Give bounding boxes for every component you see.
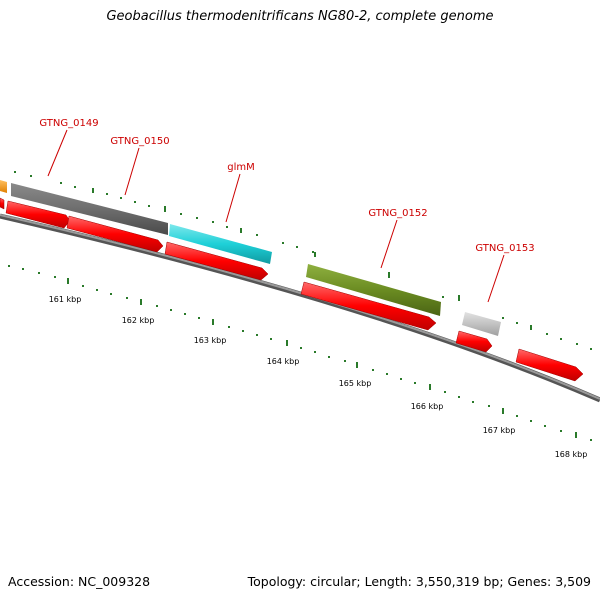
cds-features (0, 197, 584, 382)
accession-text: Accession: NC_009328 (8, 574, 151, 589)
scale-label-165: 165 kbp (339, 379, 372, 388)
cds-arrow-1[interactable] (5, 200, 71, 229)
scale-label-163: 163 kbp (194, 336, 227, 345)
scale-labels: 161 kbp 162 kbp 163 kbp 164 kbp 165 kbp … (49, 295, 588, 459)
topology-summary: Topology: circular; Length: 3,550,319 bp… (247, 574, 591, 589)
leader-gtng-0153 (487, 254, 505, 303)
leader-gtng-0149 (47, 129, 68, 177)
gene-gtng-0149[interactable] (11, 183, 168, 235)
leader-gtng-0152 (380, 219, 398, 269)
leader-glmm (225, 173, 241, 223)
scale-label-164: 164 kbp (267, 357, 300, 366)
map-title: Geobacillus thermodenitrificans NG80-2, … (106, 9, 494, 24)
scale-label-162: 162 kbp (122, 316, 155, 325)
gene-labels: GTNG_0149 GTNG_0150 glmM GTNG_0152 GTNG_… (39, 118, 535, 303)
label-gtng-0153[interactable]: GTNG_0153 (475, 243, 534, 254)
gene-glmm[interactable] (169, 224, 272, 264)
leader-gtng-0150 (124, 147, 140, 196)
cds-arrow-6[interactable] (515, 348, 584, 382)
cds-arrow-3[interactable] (164, 241, 269, 281)
scale-label-167: 167 kbp (483, 426, 516, 435)
scale-label-166: 166 kbp (411, 402, 444, 411)
scale-ticks (8, 265, 592, 441)
gene-orange-partial[interactable] (0, 180, 7, 193)
upper-ticks (14, 171, 592, 350)
gene-gtng-0152[interactable] (306, 264, 441, 316)
gene-gtng-0153[interactable] (462, 312, 501, 336)
cds-arrow-4[interactable] (300, 281, 437, 331)
label-glmm[interactable]: glmM (227, 162, 255, 173)
cds-arrow-2[interactable] (66, 215, 164, 253)
scale-label-161: 161 kbp (49, 295, 82, 304)
cds-arrow-0[interactable] (0, 197, 5, 210)
label-gtng-0149[interactable]: GTNG_0149 (39, 118, 98, 129)
gene-features (0, 180, 501, 336)
cds-arrow-5[interactable] (455, 330, 493, 353)
scale-label-168: 168 kbp (555, 450, 588, 459)
label-gtng-0150[interactable]: GTNG_0150 (110, 136, 169, 147)
label-gtng-0152[interactable]: GTNG_0152 (368, 208, 427, 219)
